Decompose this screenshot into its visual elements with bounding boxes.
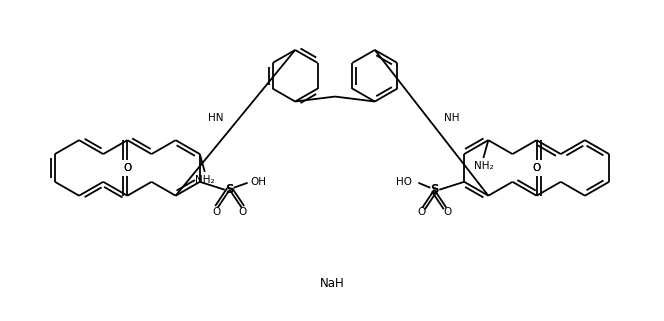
Text: NH₂: NH₂: [195, 175, 214, 185]
Text: O: O: [124, 163, 131, 173]
Text: O: O: [443, 207, 452, 217]
Text: O: O: [417, 207, 426, 217]
Text: O: O: [124, 163, 131, 173]
Text: HN: HN: [208, 113, 224, 123]
Text: S: S: [226, 183, 234, 196]
Text: NH₂: NH₂: [473, 161, 493, 171]
Text: NaH: NaH: [319, 277, 345, 291]
Text: NH: NH: [444, 113, 459, 123]
Text: OH: OH: [250, 177, 266, 187]
Text: O: O: [533, 163, 540, 173]
Text: HO: HO: [396, 177, 412, 187]
Text: O: O: [212, 207, 221, 217]
Text: S: S: [430, 183, 438, 196]
Text: O: O: [533, 163, 540, 173]
Text: O: O: [238, 207, 247, 217]
